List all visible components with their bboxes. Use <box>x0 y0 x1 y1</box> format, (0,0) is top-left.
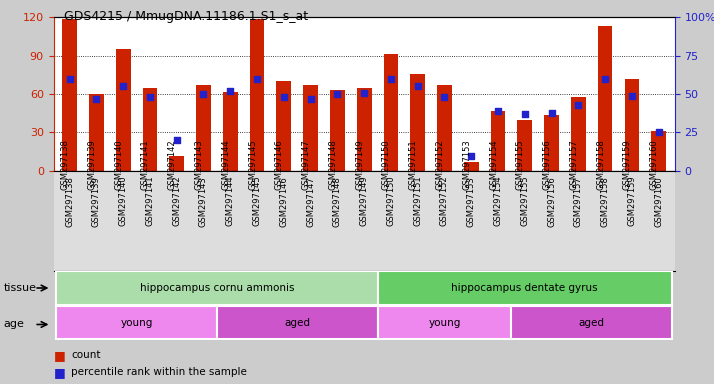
Bar <box>330 90 345 171</box>
Text: percentile rank within the sample: percentile rank within the sample <box>71 367 247 377</box>
Point <box>198 91 209 97</box>
Point <box>600 76 611 82</box>
Point <box>305 96 316 102</box>
Text: GSM297156: GSM297156 <box>547 176 556 227</box>
Point <box>91 96 102 102</box>
Bar <box>598 26 613 171</box>
Bar <box>56 271 378 305</box>
Point <box>251 76 263 82</box>
Text: GDS4215 / MmugDNA.11186.1.S1_s_at: GDS4215 / MmugDNA.11186.1.S1_s_at <box>64 10 308 23</box>
Text: GSM297155: GSM297155 <box>521 176 529 227</box>
Text: tissue: tissue <box>4 283 36 293</box>
Bar <box>196 85 211 171</box>
Point <box>171 137 182 143</box>
Bar <box>276 81 291 171</box>
Bar <box>437 85 452 171</box>
Bar <box>89 94 104 171</box>
Text: GSM297160: GSM297160 <box>654 176 663 227</box>
Text: GSM297142: GSM297142 <box>172 176 181 227</box>
Text: count: count <box>71 350 101 360</box>
Text: GSM297157: GSM297157 <box>574 176 583 227</box>
Text: GSM297154: GSM297154 <box>493 176 503 227</box>
Bar <box>62 18 77 171</box>
Text: aged: aged <box>579 318 605 328</box>
Text: hippocampus dentate gyrus: hippocampus dentate gyrus <box>451 283 598 293</box>
Text: young: young <box>428 318 461 328</box>
Bar <box>169 156 184 171</box>
Text: GSM297138: GSM297138 <box>65 176 74 227</box>
Point <box>519 111 531 117</box>
Text: ■: ■ <box>54 366 65 379</box>
Point <box>466 152 477 159</box>
Text: GSM297144: GSM297144 <box>226 176 235 227</box>
Bar <box>217 306 378 339</box>
Text: ■: ■ <box>54 349 65 362</box>
Bar <box>357 88 371 171</box>
Text: GSM297159: GSM297159 <box>628 176 636 227</box>
Text: GSM297146: GSM297146 <box>279 176 288 227</box>
Bar <box>491 111 506 171</box>
Bar <box>250 18 264 171</box>
Bar <box>651 131 666 171</box>
Point <box>493 108 504 114</box>
Text: GSM297152: GSM297152 <box>440 176 449 227</box>
Text: aged: aged <box>284 318 310 328</box>
Point <box>438 94 450 100</box>
Text: GSM297158: GSM297158 <box>600 176 610 227</box>
Text: GSM297145: GSM297145 <box>253 176 261 227</box>
Point <box>278 94 290 100</box>
Text: GSM297143: GSM297143 <box>199 176 208 227</box>
Text: GSM297139: GSM297139 <box>92 176 101 227</box>
Point <box>358 89 370 96</box>
Point <box>386 76 397 82</box>
Point <box>573 102 584 108</box>
Point <box>117 83 129 89</box>
Text: GSM297151: GSM297151 <box>413 176 422 227</box>
Text: GSM297149: GSM297149 <box>360 176 368 227</box>
Bar <box>625 79 639 171</box>
Bar <box>544 114 559 171</box>
Bar <box>378 271 672 305</box>
Text: age: age <box>4 319 24 329</box>
Point <box>224 88 236 94</box>
Bar <box>56 306 217 339</box>
Bar <box>303 85 318 171</box>
Bar <box>518 120 532 171</box>
Point <box>626 93 638 99</box>
Bar <box>378 306 511 339</box>
Bar <box>116 49 131 171</box>
Point <box>545 109 557 116</box>
Point <box>331 91 343 97</box>
Text: GSM297140: GSM297140 <box>119 176 128 227</box>
Text: GSM297141: GSM297141 <box>146 176 154 227</box>
Bar <box>571 97 585 171</box>
Bar <box>143 88 157 171</box>
Text: young: young <box>121 318 153 328</box>
Point <box>412 83 423 89</box>
Text: GSM297150: GSM297150 <box>386 176 396 227</box>
Bar <box>383 55 398 171</box>
Bar <box>511 306 672 339</box>
Point <box>64 76 75 82</box>
Point <box>144 94 156 100</box>
Text: GSM297147: GSM297147 <box>306 176 315 227</box>
Text: hippocampus cornu ammonis: hippocampus cornu ammonis <box>140 283 294 293</box>
Bar <box>464 162 478 171</box>
Bar <box>223 91 238 171</box>
Point <box>653 129 664 136</box>
Bar <box>411 74 425 171</box>
Text: GSM297148: GSM297148 <box>333 176 342 227</box>
Text: GSM297153: GSM297153 <box>467 176 476 227</box>
